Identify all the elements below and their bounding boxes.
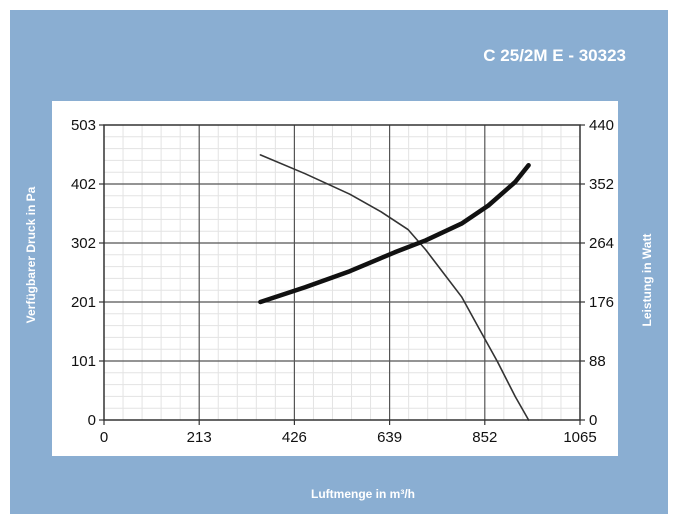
x-tick-label: 426 bbox=[282, 429, 307, 446]
chart-title: C 25/2M E - 30323 bbox=[483, 46, 626, 65]
series bbox=[258, 154, 531, 421]
y-right-tick-label: 352 bbox=[589, 176, 614, 193]
y-left-tick-label: 302 bbox=[71, 235, 96, 252]
y-right-tick-label: 88 bbox=[589, 353, 606, 370]
plot-border bbox=[103, 124, 581, 421]
x-tick-label: 852 bbox=[472, 429, 497, 446]
y-left-tick-label: 201 bbox=[71, 294, 96, 311]
y-left-tick-label: 101 bbox=[71, 353, 96, 370]
x-axis-label: Luftmenge in m³/h bbox=[311, 487, 415, 501]
y-left-tick-label: 503 bbox=[71, 117, 96, 134]
y-right-tick-label: 176 bbox=[589, 294, 614, 311]
power-curve-line bbox=[258, 162, 531, 305]
x-tick-label: 213 bbox=[187, 429, 212, 446]
grid bbox=[104, 125, 580, 420]
y-axis-left-label: Verfügbarer Druck in Pa bbox=[24, 186, 38, 324]
axes bbox=[99, 124, 585, 425]
x-tick-label: 639 bbox=[377, 429, 402, 446]
y-axis-right-label: Leistung in Watt bbox=[640, 233, 654, 327]
y-right-tick-label: 264 bbox=[589, 235, 614, 252]
y-right-tick-label: 440 bbox=[589, 117, 614, 134]
y-left-tick-label: 402 bbox=[71, 176, 96, 193]
x-tick-label: 0 bbox=[100, 429, 108, 446]
y-right-tick-label: 0 bbox=[589, 412, 597, 429]
y-left-tick-label: 0 bbox=[88, 412, 96, 429]
pressure-curve-line bbox=[259, 154, 530, 421]
tick-labels: 0 213 426 639 852 106501012013024025030881762… bbox=[71, 117, 614, 446]
x-tick-label: 1065 bbox=[563, 429, 596, 446]
